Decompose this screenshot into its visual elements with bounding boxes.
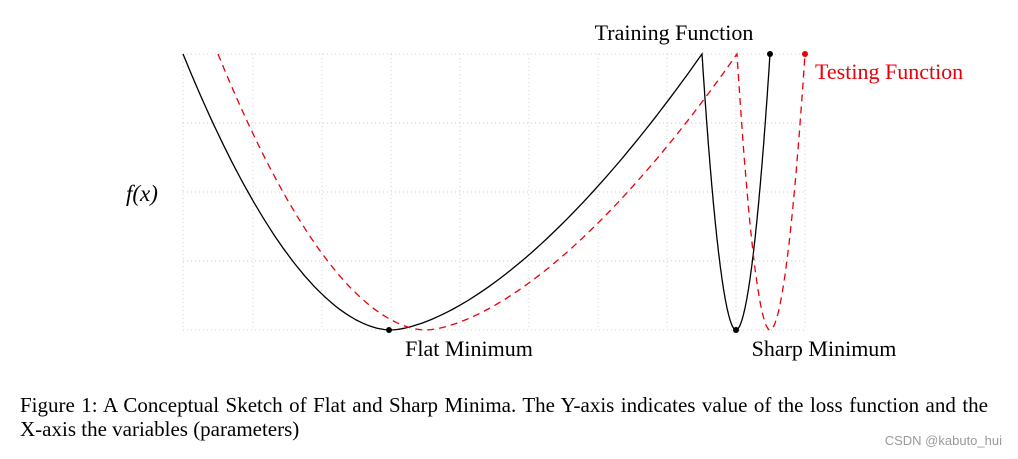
figure-plot: Training Function Testing Function f(x) …	[126, 20, 963, 361]
sharp-minimum-label: Sharp Minimum	[752, 336, 897, 361]
training-function-curve	[182, 52, 771, 331]
y-axis-label: f(x)	[126, 181, 158, 206]
flat-minimum-label: Flat Minimum	[405, 336, 533, 361]
watermark: CSDN @kabuto_hui	[884, 433, 1002, 448]
training-function-endpoint	[767, 51, 773, 57]
testing-function-curve	[217, 52, 806, 331]
flat-minimum-point	[386, 327, 392, 333]
grid-lines	[182, 53, 806, 331]
testing-function-endpoint	[802, 51, 808, 57]
testing-function-label: Testing Function	[815, 59, 963, 84]
figure-caption: Figure 1: A Conceptual Sketch of Flat an…	[20, 393, 988, 441]
training-function-label: Training Function	[595, 20, 754, 45]
sharp-minimum-point	[733, 327, 739, 333]
